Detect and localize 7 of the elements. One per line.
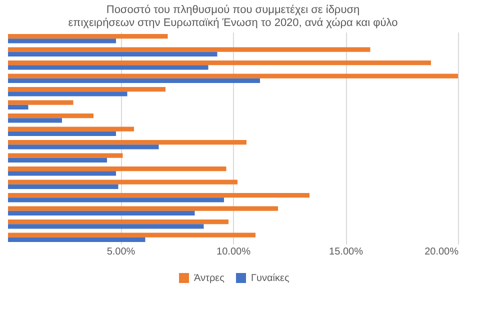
chart-title: Ποσοστό του πληθυσμού που συμμετέχει σε ίδρυση επιχειρήσεων στην Ευρωπαϊκή Ένωση το 2020, ανά χώρα και φύλο (68, 4, 398, 29)
x-tick-label: 5.00% (106, 246, 136, 258)
x-tick-label: 10.00% (216, 246, 251, 258)
legend-label: Άντρες (194, 273, 225, 284)
legend-label: Γυναίκες (251, 273, 290, 284)
x-tick-label: 20.00% (424, 246, 459, 258)
x-tick-label: 15.00% (329, 246, 364, 258)
